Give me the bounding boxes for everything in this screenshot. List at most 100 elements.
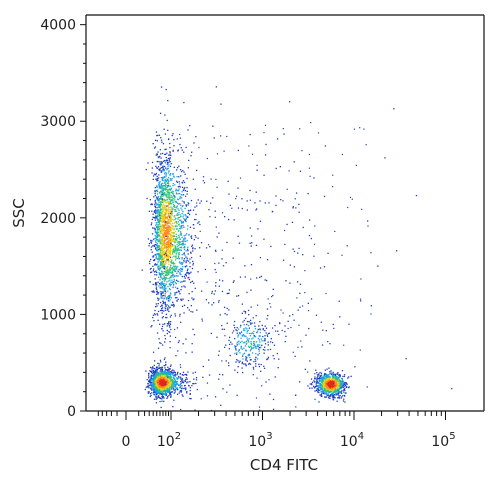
event-dot [181, 186, 184, 188]
event-dot [155, 366, 158, 369]
event-dot [172, 133, 174, 135]
event-dot [187, 253, 189, 255]
event-dot [338, 391, 340, 393]
event-dot [160, 361, 162, 363]
event-dot [166, 216, 168, 218]
event-dot [162, 240, 165, 242]
event-dot [169, 239, 171, 241]
event-dot [214, 268, 216, 271]
event-dot [177, 230, 180, 232]
event-dot [321, 382, 323, 384]
event-dot [325, 377, 327, 379]
event-dot [159, 112, 162, 114]
event-dot [328, 380, 330, 382]
event-dot [273, 344, 276, 346]
event-dot [163, 278, 166, 280]
event-dot [159, 253, 161, 256]
event-dot [244, 265, 246, 267]
event-dot [167, 260, 169, 262]
event-dot [272, 408, 275, 410]
event-dot [161, 384, 164, 386]
event-dot [165, 213, 167, 215]
event-dot [255, 244, 258, 246]
event-dot [169, 235, 171, 237]
event-dot [272, 398, 275, 401]
event-dot [169, 368, 171, 370]
event-dot [162, 186, 164, 188]
event-dot [158, 134, 161, 136]
event-dot [184, 207, 186, 210]
event-dot [236, 330, 238, 332]
event-dot [166, 217, 168, 219]
event-dot [163, 282, 165, 284]
event-dot [158, 382, 160, 384]
event-dot [181, 243, 183, 245]
event-dot [267, 356, 270, 358]
event-dot [265, 332, 267, 334]
event-dot [237, 295, 240, 297]
event-dot [229, 204, 231, 206]
event-dot [165, 373, 167, 375]
event-dot [329, 380, 331, 382]
event-dot [179, 196, 182, 198]
event-dot [174, 244, 176, 247]
event-dot [157, 347, 160, 349]
event-dot [171, 380, 173, 382]
event-dot [237, 336, 239, 338]
event-dot [165, 380, 167, 382]
event-dot [336, 383, 338, 385]
event-dot [350, 375, 352, 377]
event-dot [160, 240, 162, 243]
event-dot [164, 205, 166, 207]
event-dot [329, 389, 331, 391]
event-dot [164, 181, 166, 183]
event-dot [340, 384, 342, 386]
event-dot [141, 269, 143, 271]
event-dot [232, 281, 234, 283]
event-dot [317, 388, 319, 391]
event-dot [175, 255, 177, 257]
event-dot [151, 210, 153, 212]
event-dot [170, 241, 172, 243]
event-dot [163, 365, 165, 367]
event-dot [160, 86, 163, 88]
event-dot [163, 270, 165, 273]
event-dot [169, 178, 171, 180]
event-dot [171, 382, 174, 384]
event-dot [233, 324, 235, 326]
event-dot [224, 313, 226, 315]
event-dot [314, 387, 316, 389]
event-dot [224, 216, 226, 218]
event-dot [256, 208, 258, 210]
event-dot [162, 191, 164, 193]
event-dot [270, 245, 272, 248]
event-dot [163, 233, 165, 235]
event-dot [340, 391, 342, 393]
event-dot [169, 279, 171, 281]
event-dot [316, 382, 318, 384]
event-dot [147, 383, 149, 385]
event-dot [168, 258, 170, 260]
event-dot [177, 341, 180, 344]
event-dot [159, 242, 162, 244]
event-dot [159, 225, 161, 228]
event-dot [255, 191, 257, 193]
event-dot [289, 264, 291, 266]
event-dot [165, 393, 168, 395]
event-dot [168, 222, 170, 224]
event-dot [180, 390, 183, 392]
event-dot [153, 374, 155, 376]
event-dot [226, 241, 228, 244]
event-dot [177, 208, 179, 210]
event-dot [161, 206, 164, 208]
event-dot [314, 376, 316, 378]
event-dot [313, 380, 315, 382]
event-dot [169, 233, 171, 235]
event-dot [172, 382, 174, 384]
event-dot [164, 246, 166, 248]
event-dot [172, 269, 174, 272]
event-dot [172, 239, 175, 241]
event-dot [149, 268, 152, 270]
event-dot [148, 374, 150, 376]
event-dot [149, 395, 151, 398]
